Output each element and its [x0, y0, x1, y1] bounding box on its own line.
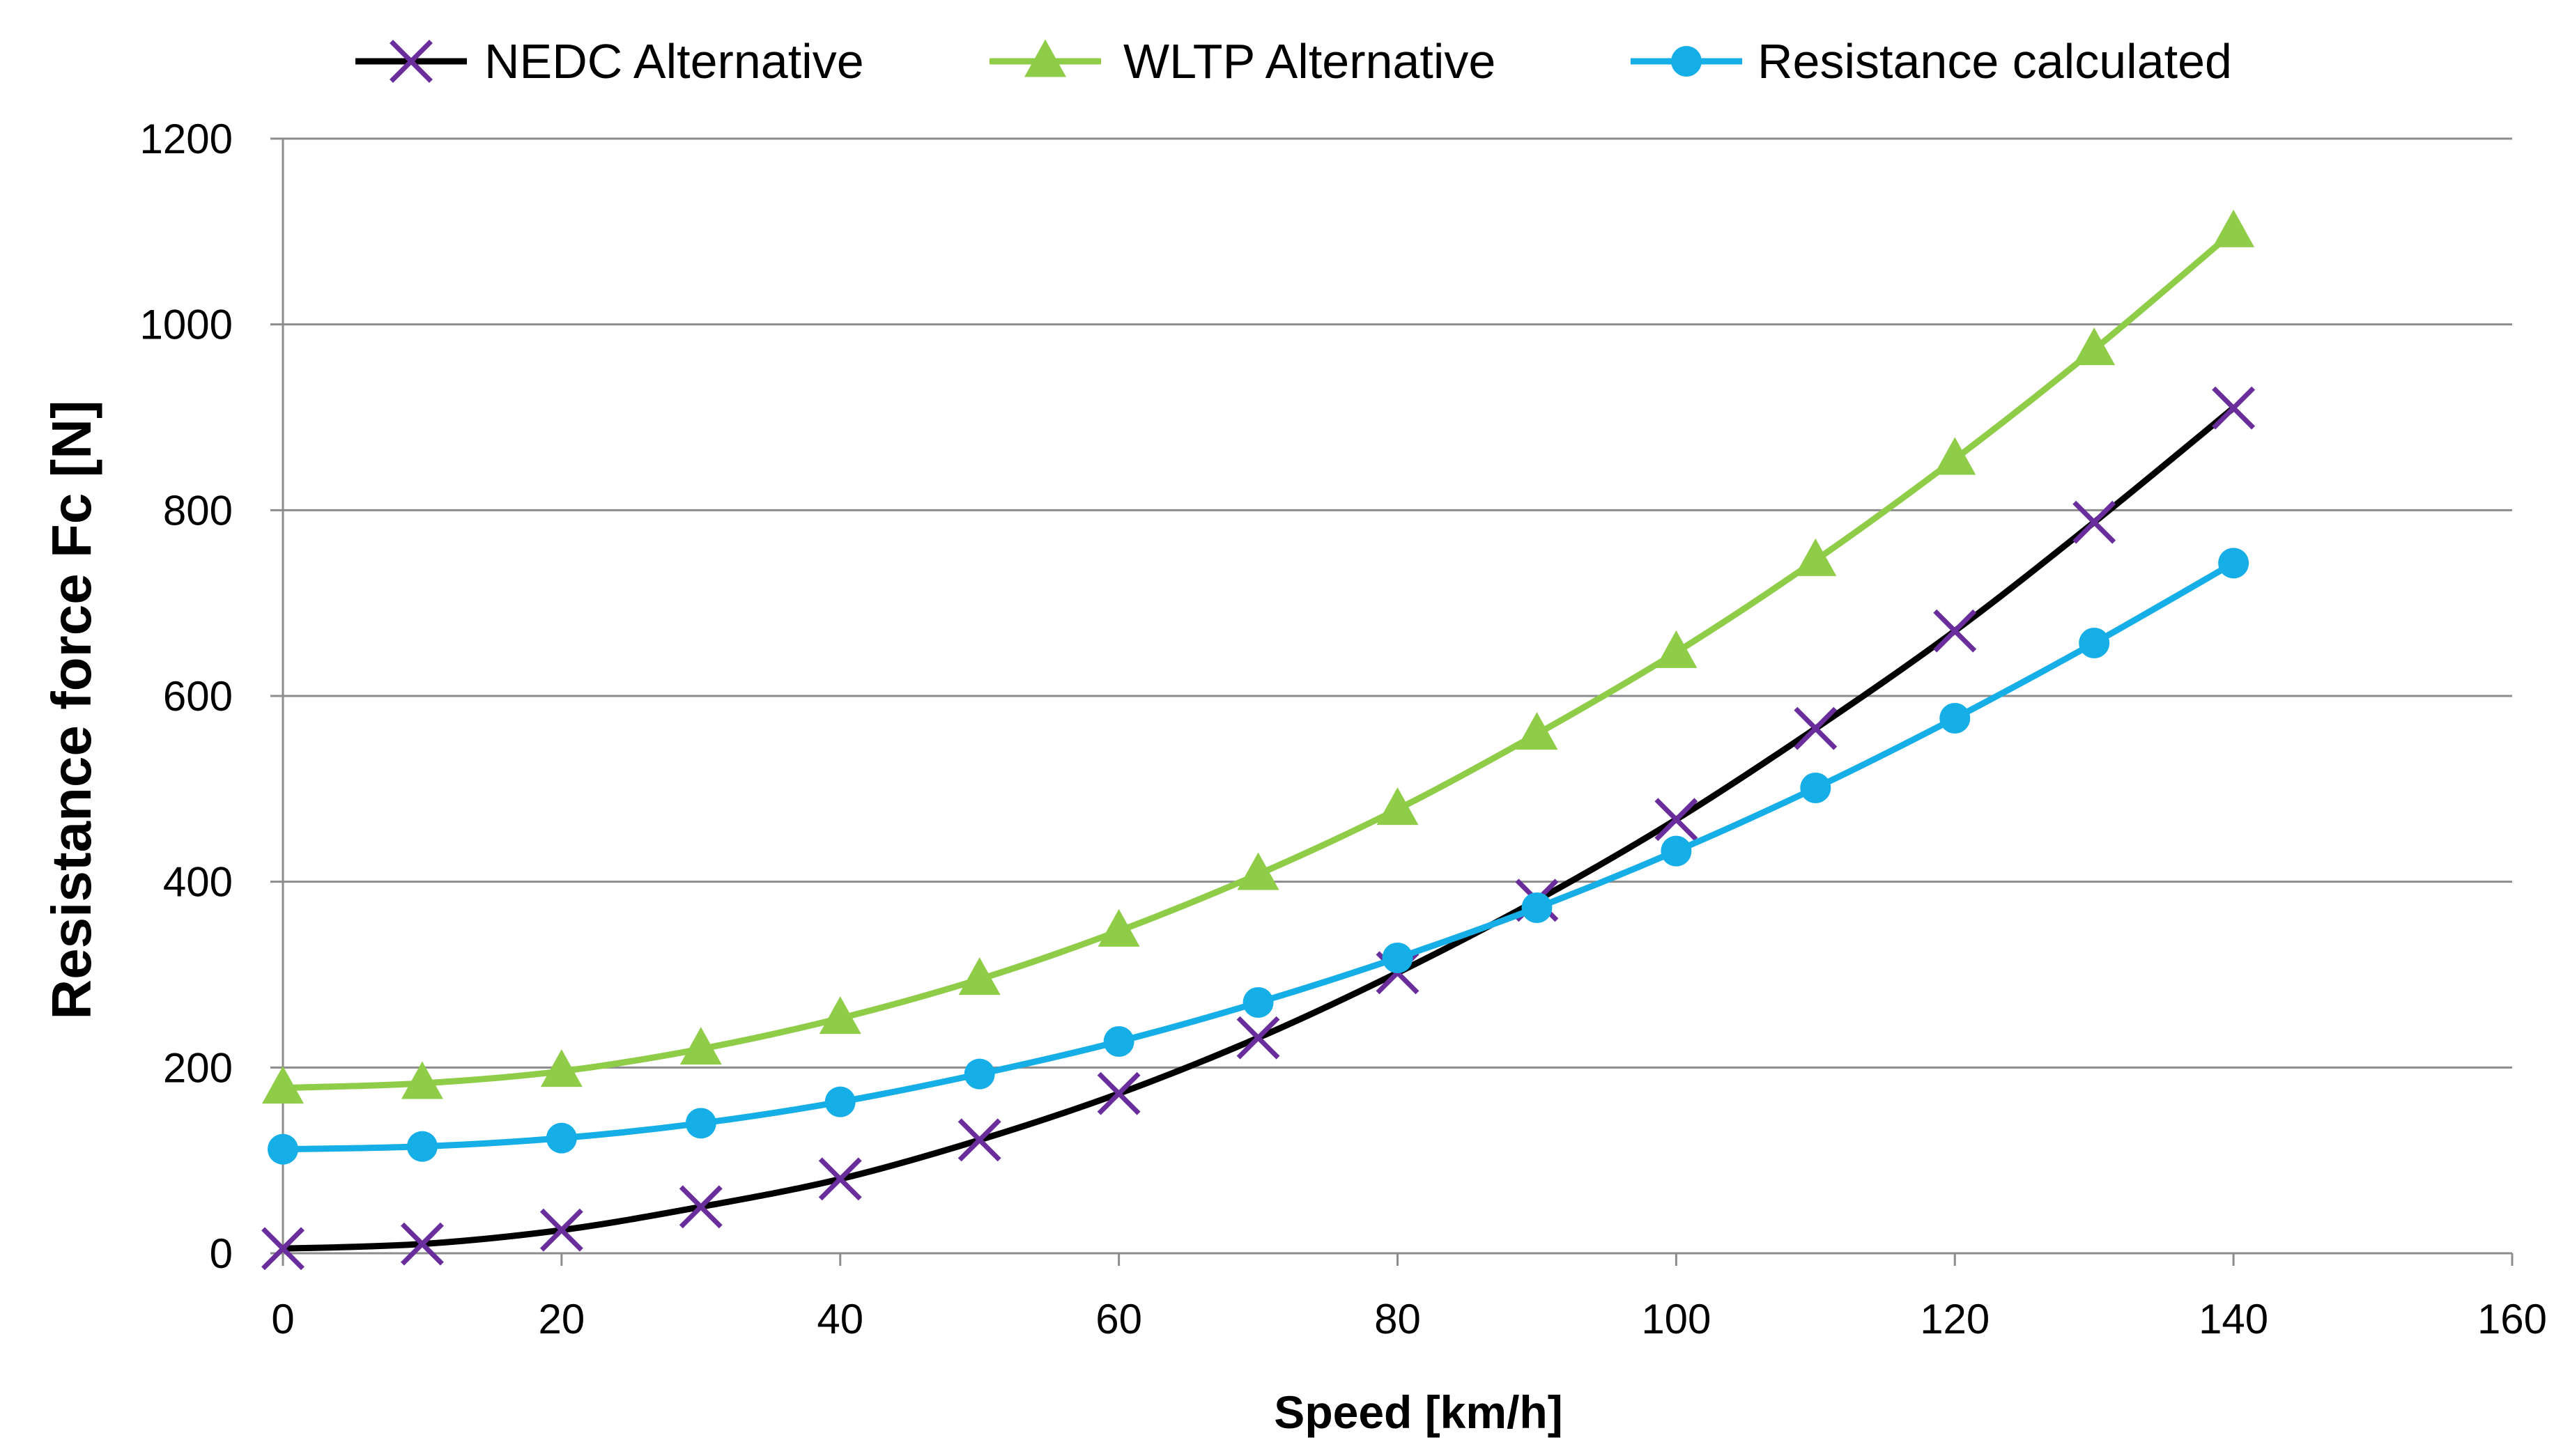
data-point-s1-x80 — [1376, 787, 1419, 826]
y-tick-label-600: 600 — [163, 673, 233, 720]
y-tick-label-200: 200 — [163, 1044, 233, 1091]
legend-label-0: NEDC Alternative — [484, 34, 864, 88]
data-point-s0-x30 — [679, 1185, 723, 1229]
legend-label-2: Resistance calculated — [1757, 34, 2232, 88]
legend-marker-1 — [1024, 39, 1066, 77]
data-point-s0-x140 — [2212, 386, 2256, 430]
axes: 0 200 400 600 800 1000 1200 0 20 40 60 80 100 120 140 1… — [140, 116, 2548, 1342]
data-point-s2-x40 — [824, 1086, 856, 1117]
x-tick-label-120: 120 — [1920, 1296, 1990, 1342]
data-point-s0-x60 — [1097, 1071, 1141, 1115]
data-point-s1-x130 — [2073, 327, 2116, 366]
data-point-s0-x40 — [818, 1157, 862, 1201]
legend: NEDC Alternative WLTP Alternative Resistan… — [355, 34, 2232, 88]
data-point-s1-x110 — [1794, 538, 1837, 576]
series-0 — [261, 386, 2256, 1271]
data-point-s1-x70 — [1237, 852, 1279, 890]
y-tick-label-1200: 1200 — [140, 116, 233, 162]
series-layer — [261, 209, 2256, 1271]
data-point-s0-x0 — [261, 1227, 305, 1271]
y-tick-label-400: 400 — [163, 859, 233, 906]
legend-item-0: NEDC Alternative — [355, 34, 864, 88]
data-point-s1-x30 — [679, 1027, 722, 1065]
data-point-s0-x130-stroke-b — [2072, 500, 2116, 544]
data-point-s0-x140-stroke-b — [2212, 386, 2256, 430]
data-point-s0-x40-stroke-b — [818, 1157, 862, 1201]
data-point-s2-x90 — [1521, 892, 1553, 923]
data-point-s0-x50-stroke-b — [957, 1118, 1001, 1162]
x-tick-label-0: 0 — [271, 1296, 294, 1342]
data-point-s1-x100 — [1655, 630, 1698, 668]
legend-marker-0 — [390, 40, 433, 83]
x-tick-label-80: 80 — [1374, 1296, 1421, 1342]
legend-label-1: WLTP Alternative — [1123, 34, 1495, 88]
data-point-s2-x130 — [2079, 628, 2110, 658]
data-point-s0-x100 — [1654, 798, 1698, 842]
data-point-s2-x70 — [1242, 987, 1274, 1018]
data-point-s1-x140 — [2213, 209, 2255, 247]
data-point-s0-x70 — [1236, 1016, 1280, 1060]
data-point-s1-x10 — [401, 1061, 443, 1099]
data-point-s2-x140 — [2218, 548, 2249, 579]
y-tick-label-0: 0 — [210, 1230, 233, 1277]
data-point-s0-x60-stroke-b — [1097, 1071, 1141, 1115]
x-axis-title: Speed [km/h] — [1274, 1386, 1562, 1438]
data-point-s0-x70-stroke-b — [1236, 1016, 1280, 1060]
y-axis-title: Resistance force Fc [N] — [40, 400, 102, 1019]
series-line-1 — [279, 228, 2237, 1092]
data-point-s2-x10 — [406, 1131, 438, 1162]
data-point-s0-x0-stroke-b — [261, 1227, 305, 1271]
series-1 — [262, 209, 2255, 1104]
data-point-s2-x50 — [964, 1058, 995, 1090]
data-point-s2-x20 — [546, 1122, 577, 1154]
data-point-s1-x0 — [262, 1066, 304, 1104]
legend-item-2: Resistance calculated — [1631, 34, 2232, 88]
data-point-s0-x10-stroke-b — [400, 1222, 444, 1266]
data-point-s1-x50 — [958, 957, 1001, 996]
data-point-s2-x110 — [1800, 773, 1831, 803]
data-point-s0-x10 — [400, 1222, 444, 1266]
series-line-0 — [279, 405, 2237, 1252]
legend-marker-0-stroke-b — [390, 40, 433, 83]
data-point-s0-x120 — [1933, 609, 1977, 653]
data-point-s0-x110-stroke-b — [1794, 706, 1838, 750]
data-point-s0-x120-stroke-b — [1933, 609, 1977, 653]
data-point-s2-x60 — [1103, 1026, 1134, 1057]
x-tick-label-60: 60 — [1095, 1296, 1142, 1342]
legend-item-1: WLTP Alternative — [990, 34, 1495, 88]
data-point-s1-x60 — [1098, 908, 1140, 947]
data-point-s2-x100 — [1661, 835, 1692, 867]
x-tick-label-20: 20 — [539, 1296, 585, 1342]
data-point-s0-x20 — [539, 1208, 583, 1252]
data-point-s1-x20 — [540, 1049, 583, 1087]
data-point-s2-x120 — [1939, 703, 1971, 734]
series-2 — [268, 548, 2249, 1165]
data-point-s0-x20-stroke-b — [539, 1208, 583, 1252]
y-tick-label-1000: 1000 — [140, 302, 233, 348]
gridlines — [283, 137, 2512, 1069]
data-point-s2-x30 — [685, 1108, 716, 1139]
x-tick-label-140: 140 — [2199, 1296, 2268, 1342]
x-tick-label-40: 40 — [817, 1296, 863, 1342]
legend-marker-2 — [1671, 46, 1702, 77]
data-point-s2-x80 — [1382, 943, 1413, 973]
data-point-s1-x120 — [1934, 437, 1976, 475]
data-point-s0-x100-stroke-b — [1654, 798, 1698, 842]
x-tick-label-160: 160 — [2477, 1296, 2547, 1342]
data-point-s2-x0 — [268, 1133, 298, 1165]
data-point-s1-x90 — [1516, 712, 1558, 750]
x-tick-label-100: 100 — [1641, 1296, 1711, 1342]
y-tick-label-800: 800 — [163, 487, 233, 534]
data-point-s0-x30-stroke-b — [679, 1185, 723, 1229]
data-point-s0-x50 — [957, 1118, 1001, 1162]
data-point-s1-x40 — [819, 996, 861, 1035]
data-point-s0-x110 — [1794, 706, 1838, 750]
data-point-s0-x130 — [2072, 500, 2116, 544]
